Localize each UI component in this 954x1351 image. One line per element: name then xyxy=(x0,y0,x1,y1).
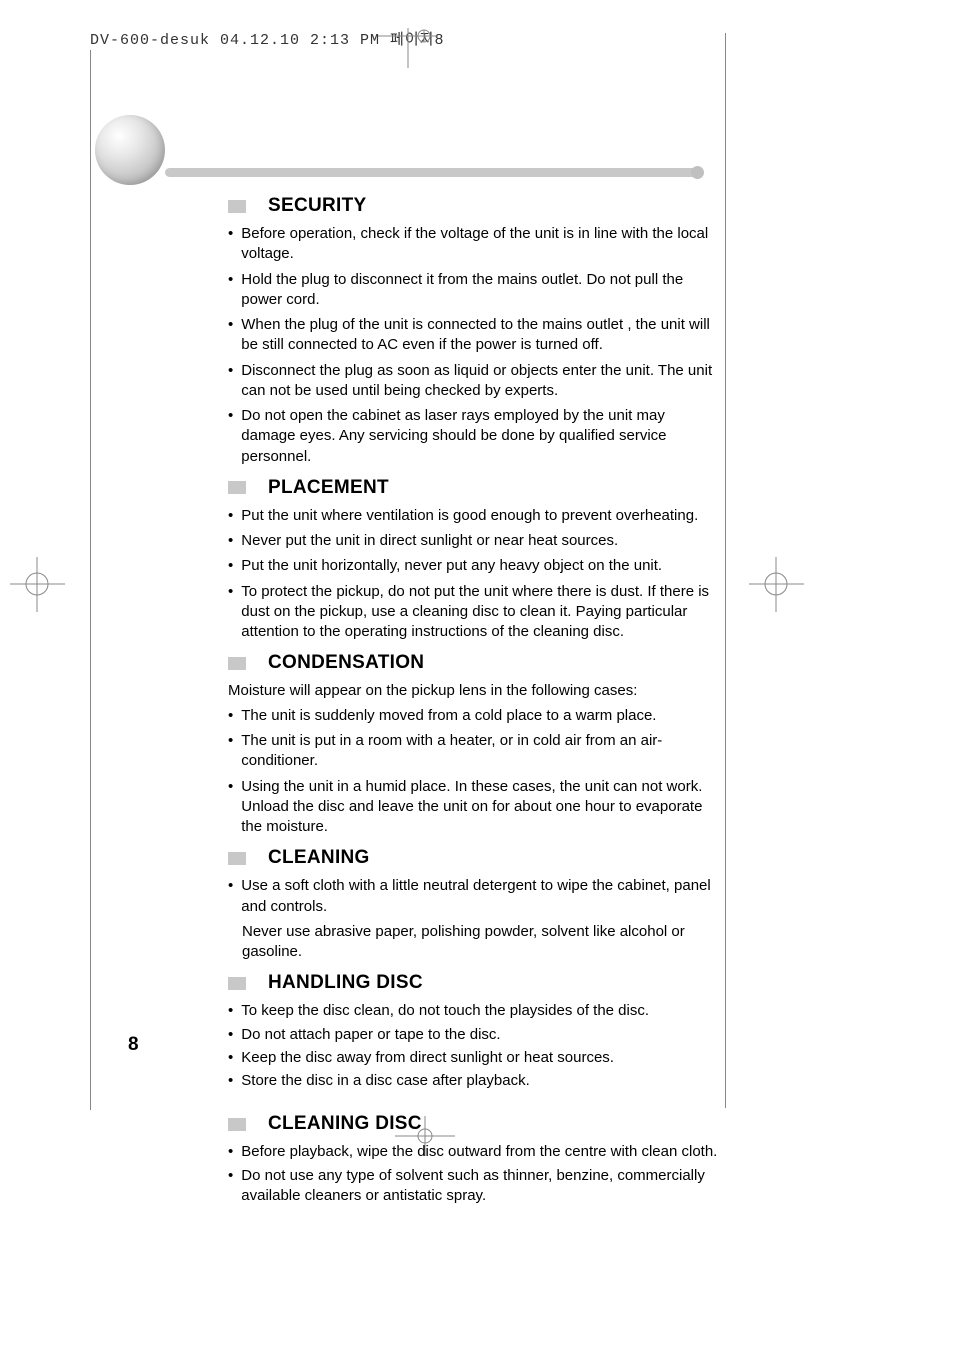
heading-text: CLEANING xyxy=(268,847,370,869)
section-heading: CONDENSATION xyxy=(228,652,718,674)
section-heading: PLACEMENT xyxy=(228,477,718,499)
page-border-left xyxy=(90,50,91,1110)
bullet-icon: • xyxy=(228,1166,233,1207)
list-item-text: Put the unit where ventilation is good e… xyxy=(241,506,698,526)
list-item-text: Put the unit horizontally, never put any… xyxy=(241,556,662,576)
list-item: • Before playback, wipe the disc outward … xyxy=(228,1142,718,1162)
list-item-text: The unit is suddenly moved from a cold p… xyxy=(241,706,656,726)
bullet-list: • Before playback, wipe the disc outward … xyxy=(228,1142,718,1206)
list-item: • Store the disc in a disc case after pla… xyxy=(228,1071,718,1091)
heading-text: HANDLING DISC xyxy=(268,972,423,994)
heading-bullet-box xyxy=(228,1118,246,1131)
list-item: •Use a soft cloth with a little neutral … xyxy=(228,876,718,917)
bullet-list: • Put the unit where ventilation is good … xyxy=(228,506,718,643)
registration-mark-right xyxy=(749,557,804,612)
list-item-text: Do not attach paper or tape to the disc. xyxy=(241,1025,500,1045)
list-item: • Put the unit horizontally, never put an… xyxy=(228,556,718,576)
list-item-text: Before playback, wipe the disc outward f… xyxy=(241,1142,717,1162)
list-item-text: Hold the plug to disconnect it from the … xyxy=(241,270,718,311)
section-heading: CLEANING xyxy=(228,847,718,869)
list-item-text: Do not open the cabinet as laser rays em… xyxy=(241,406,718,467)
section: PLACEMENT • Put the unit where ventilation… xyxy=(228,477,718,643)
registration-mark-left xyxy=(10,557,65,612)
bullet-icon: • xyxy=(228,706,233,726)
heading-text: SECURITY xyxy=(268,195,366,217)
list-item: •Before operation, check if the voltage … xyxy=(228,224,718,265)
list-item: • Keep the disc away from direct sunlight… xyxy=(228,1048,718,1068)
list-item: •To protect the pickup, do not put the u… xyxy=(228,582,718,643)
bullet-icon: • xyxy=(228,361,233,402)
section: CLEANING DISC • Before playback, wipe the … xyxy=(228,1113,718,1206)
section: CLEANING •Use a soft cloth with a little … xyxy=(228,847,718,962)
list-item-text: When the plug of the unit is connected t… xyxy=(241,315,718,356)
list-item-text: Keep the disc away from direct sunlight … xyxy=(241,1048,614,1068)
section: SECURITY•Before operation, check if the … xyxy=(228,195,718,467)
main-content: SECURITY•Before operation, check if the … xyxy=(228,195,718,1216)
list-item-text: Store the disc in a disc case after play… xyxy=(241,1071,529,1091)
list-item-text: Do not use any type of solvent such as t… xyxy=(241,1166,718,1207)
bullet-icon: • xyxy=(228,1048,233,1068)
bullet-icon: • xyxy=(228,224,233,265)
bullet-list: •Use a soft cloth with a little neutral … xyxy=(228,876,718,917)
list-item-text: Never put the unit in direct sunlight or… xyxy=(241,531,618,551)
header-bar xyxy=(165,168,700,177)
bullet-icon: • xyxy=(228,1001,233,1021)
bullet-icon: • xyxy=(228,531,233,551)
sphere-graphic xyxy=(95,115,165,185)
page-number: 8 xyxy=(128,1034,139,1056)
heading-bullet-box xyxy=(228,852,246,865)
bullet-icon: • xyxy=(228,1025,233,1045)
heading-bullet-box xyxy=(228,977,246,990)
bullet-icon: • xyxy=(228,582,233,643)
heading-bullet-box xyxy=(228,200,246,213)
bullet-icon: • xyxy=(228,556,233,576)
bullet-icon: • xyxy=(228,876,233,917)
heading-text: PLACEMENT xyxy=(268,477,389,499)
bullet-icon: • xyxy=(228,270,233,311)
list-item: • Never put the unit in direct sunlight o… xyxy=(228,531,718,551)
bullet-icon: • xyxy=(228,506,233,526)
page-border-right xyxy=(725,33,726,1108)
heading-text: CLEANING DISC xyxy=(268,1113,422,1135)
section: CONDENSATION Moisture will appear on the … xyxy=(228,652,718,837)
list-item: •Hold the plug to disconnect it from the… xyxy=(228,270,718,311)
bullet-list: • To keep the disc clean, do not touch th… xyxy=(228,1001,718,1091)
bullet-icon: • xyxy=(228,731,233,772)
heading-bullet-box xyxy=(228,481,246,494)
list-item: • To keep the disc clean, do not touch th… xyxy=(228,1001,718,1021)
bullet-icon: • xyxy=(228,777,233,838)
list-item-text: Disconnect the plug as soon as liquid or… xyxy=(241,361,718,402)
list-item-text: To keep the disc clean, do not touch the… xyxy=(241,1001,649,1021)
list-item: • Do not attach paper or tape to the disc… xyxy=(228,1025,718,1045)
section-heading: HANDLING DISC xyxy=(228,972,718,994)
crop-mark-top xyxy=(378,28,438,68)
bullet-icon: • xyxy=(228,406,233,467)
bullet-icon: • xyxy=(228,315,233,356)
section-heading: CLEANING DISC xyxy=(228,1113,718,1135)
bullet-icon: • xyxy=(228,1142,233,1162)
section-note: Never use abrasive paper, polishing powd… xyxy=(242,922,718,963)
list-item-text: To protect the pickup, do not put the un… xyxy=(241,582,718,643)
bullet-list: •Before operation, check if the voltage … xyxy=(228,224,718,467)
list-item-text: Using the unit in a humid place. In thes… xyxy=(241,777,718,838)
heading-text: CONDENSATION xyxy=(268,652,424,674)
bullet-icon: • xyxy=(228,1071,233,1091)
list-item-text: Before operation, check if the voltage o… xyxy=(241,224,718,265)
list-item: •Do not use any type of solvent such as … xyxy=(228,1166,718,1207)
list-item: •Disconnect the plug as soon as liquid o… xyxy=(228,361,718,402)
list-item: •The unit is put in a room with a heater… xyxy=(228,731,718,772)
section: HANDLING DISC • To keep the disc clean, do… xyxy=(228,972,718,1091)
list-item: •Using the unit in a humid place. In the… xyxy=(228,777,718,838)
list-item: • Put the unit where ventilation is good … xyxy=(228,506,718,526)
list-item: •When the plug of the unit is connected … xyxy=(228,315,718,356)
list-item: • The unit is suddenly moved from a cold … xyxy=(228,706,718,726)
list-item: •Do not open the cabinet as laser rays e… xyxy=(228,406,718,467)
list-item-text: The unit is put in a room with a heater,… xyxy=(241,731,718,772)
bullet-list: • The unit is suddenly moved from a cold … xyxy=(228,706,718,838)
section-intro: Moisture will appear on the pickup lens … xyxy=(228,681,718,701)
list-item-text: Use a soft cloth with a little neutral d… xyxy=(241,876,718,917)
section-heading: SECURITY xyxy=(228,195,718,217)
heading-bullet-box xyxy=(228,657,246,670)
